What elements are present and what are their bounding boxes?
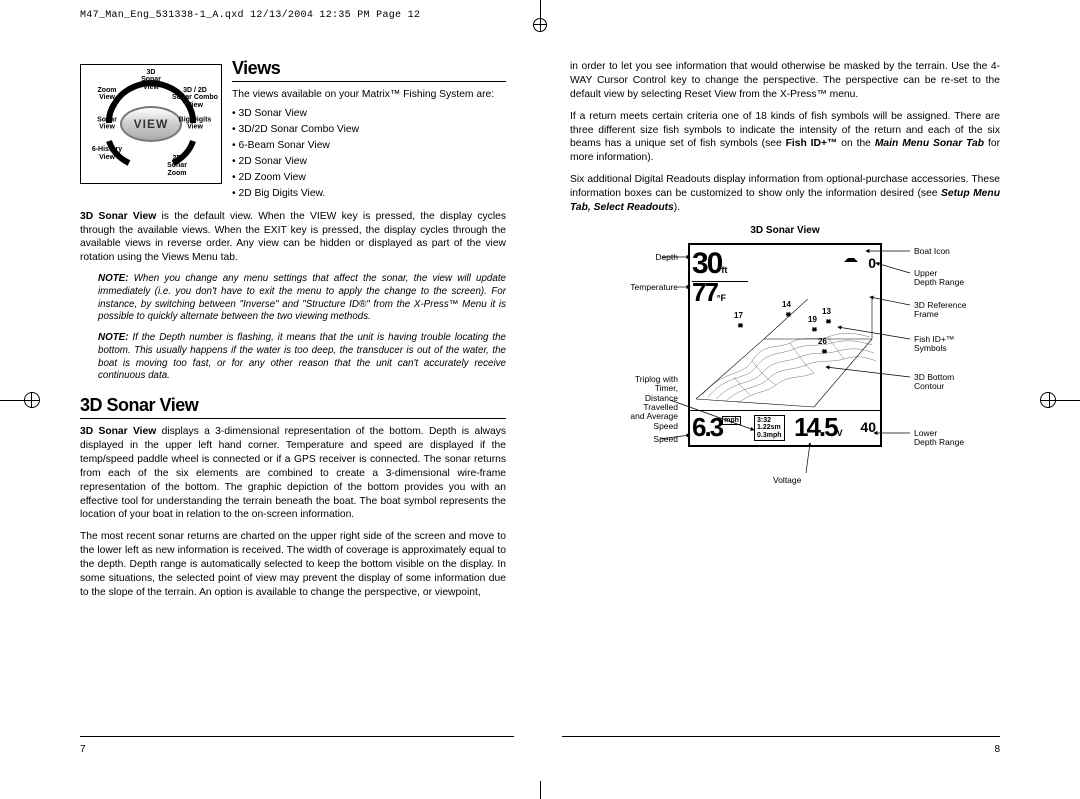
note-text: When you change any menu settings that a… — [98, 273, 506, 322]
section-title-3d: 3D Sonar View — [80, 395, 506, 416]
note-para: NOTE: When you change any menu settings … — [80, 273, 506, 324]
body-para: If a return meets certain criteria one o… — [570, 110, 1000, 166]
footer-rule — [80, 736, 514, 737]
callout-label: Temperature — [618, 283, 678, 292]
views-list-item: 2D Big Digits View. — [110, 186, 506, 202]
lead: 3D Sonar View — [80, 426, 156, 437]
note-lead: NOTE: — [98, 273, 128, 284]
figure-title: 3D Sonar View — [750, 225, 819, 236]
fish-symbol: 17 — [734, 311, 743, 331]
callout-voltage: Voltage — [773, 476, 801, 485]
fish-symbol: 14 — [782, 300, 791, 320]
callout-label: Boat Icon — [914, 247, 994, 256]
sonar-screen: 30ft 77°F 0 40 — [688, 243, 882, 447]
dial-label: 3D / 2D Sonar Combo View — [171, 87, 219, 109]
voltage-readout: 14.5V — [794, 412, 843, 443]
body-para: The most recent sonar returns are charte… — [80, 530, 506, 599]
callout-label: 3D Reference Frame — [914, 301, 994, 320]
page-right: in order to let you see information that… — [562, 60, 1000, 759]
callout-label: Speed — [618, 435, 678, 444]
page-number: 8 — [994, 744, 1000, 755]
body-para: Six additional Digital Readouts display … — [570, 173, 1000, 215]
dial-label: 3D Sonar View — [127, 69, 175, 91]
dial-label: 2D Sonar Zoom — [153, 155, 201, 177]
lead: 3D Sonar View — [80, 211, 156, 222]
note-lead: NOTE: — [98, 332, 128, 343]
callout-label: Upper Depth Range — [914, 269, 994, 288]
dial-label: Sonar View — [83, 117, 131, 132]
boat-icon — [844, 249, 858, 257]
callout-label: Depth — [618, 253, 678, 262]
note-text: If the Depth number is flashing, it mean… — [98, 332, 506, 381]
page-number: 7 — [80, 744, 86, 755]
dial-label: 6-History View — [83, 146, 131, 161]
body-para: 3D Sonar View displays a 3-dimensional r… — [80, 425, 506, 522]
figure-3d-sonar: 3D Sonar View Depth Temperature Triplog wi… — [570, 225, 1000, 485]
callout-label: Fish ID+™ Symbols — [914, 335, 994, 354]
dial-label: Zoom View — [83, 87, 131, 102]
fish-symbol: 26 — [818, 337, 827, 357]
page-header: M47_Man_Eng_531338-1_A.qxd 12/13/2004 12… — [80, 10, 420, 21]
speed-readout: 6.3mph — [692, 412, 741, 443]
upper-range: 0 — [868, 255, 876, 271]
body-para: in order to let you see information that… — [570, 60, 1000, 102]
note-para: NOTE: If the Depth number is flashing, i… — [80, 332, 506, 383]
fish-symbol: 13 — [822, 307, 831, 327]
callout-label: Triplog with Timer, Distance Travelled a… — [618, 375, 678, 431]
page-left: VIEW 3D Sonar View 3D / 2D Sonar Combo V… — [80, 60, 514, 759]
callout-label: 3D Bottom Contour — [914, 373, 994, 392]
text: displays a 3-dimensional representation … — [80, 426, 506, 520]
view-dial-figure: VIEW 3D Sonar View 3D / 2D Sonar Combo V… — [80, 64, 222, 184]
fish-symbol: 19 — [808, 315, 817, 335]
footer-rule — [562, 736, 1000, 737]
body-para: 3D Sonar View is the default view. When … — [80, 210, 506, 266]
lower-range: 40 — [860, 419, 876, 435]
callout-label: Lower Depth Range — [914, 429, 994, 448]
dial-label: Big Digits View — [171, 117, 219, 132]
triplog-readout: 3:32 1.22sm 0.3mph — [754, 415, 785, 441]
